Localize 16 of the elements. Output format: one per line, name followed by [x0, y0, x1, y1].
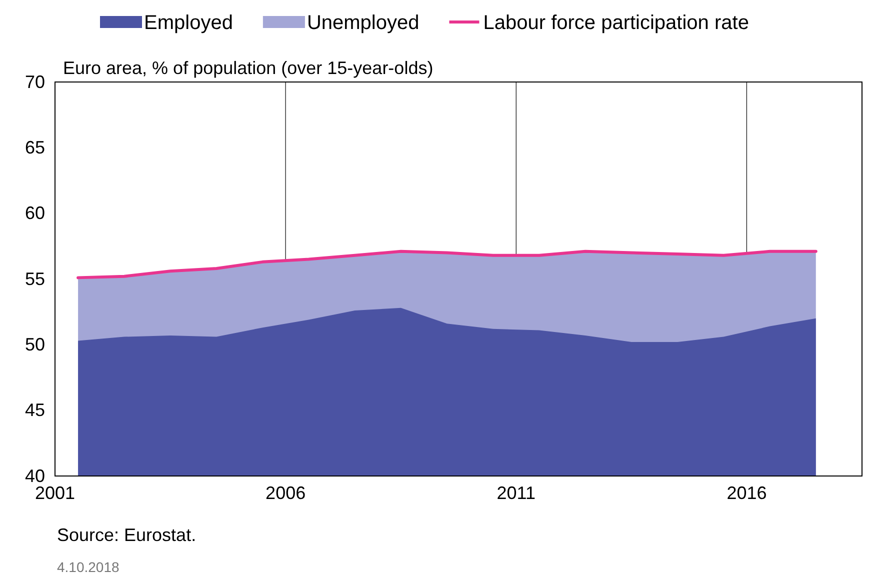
text: 4.10.2018 — [57, 559, 120, 575]
y-tick-label: 60 — [24, 203, 45, 224]
y-axis-title: Euro area, % of population (over 15-year-olds) — [63, 58, 434, 78]
y-tick-label: 50 — [24, 334, 45, 354]
legend-label: Unemployed — [306, 12, 420, 34]
legend-label: Employed — [144, 12, 233, 34]
y-tick-label: 55 — [24, 268, 45, 289]
source-note: Source: Eurostat. — [57, 525, 196, 545]
line-series — [76, 250, 818, 280]
x-tick-label: 2011 — [496, 482, 536, 503]
y-tick-label: 65 — [24, 137, 45, 158]
legend-label: Labour force participation rate — [483, 12, 749, 34]
x-tick-label: 2006 — [266, 482, 306, 503]
y-tick-label: 70 — [24, 72, 45, 92]
x-tick-label: 2016 — [726, 482, 767, 503]
y-tick-label: 45 — [24, 400, 45, 420]
